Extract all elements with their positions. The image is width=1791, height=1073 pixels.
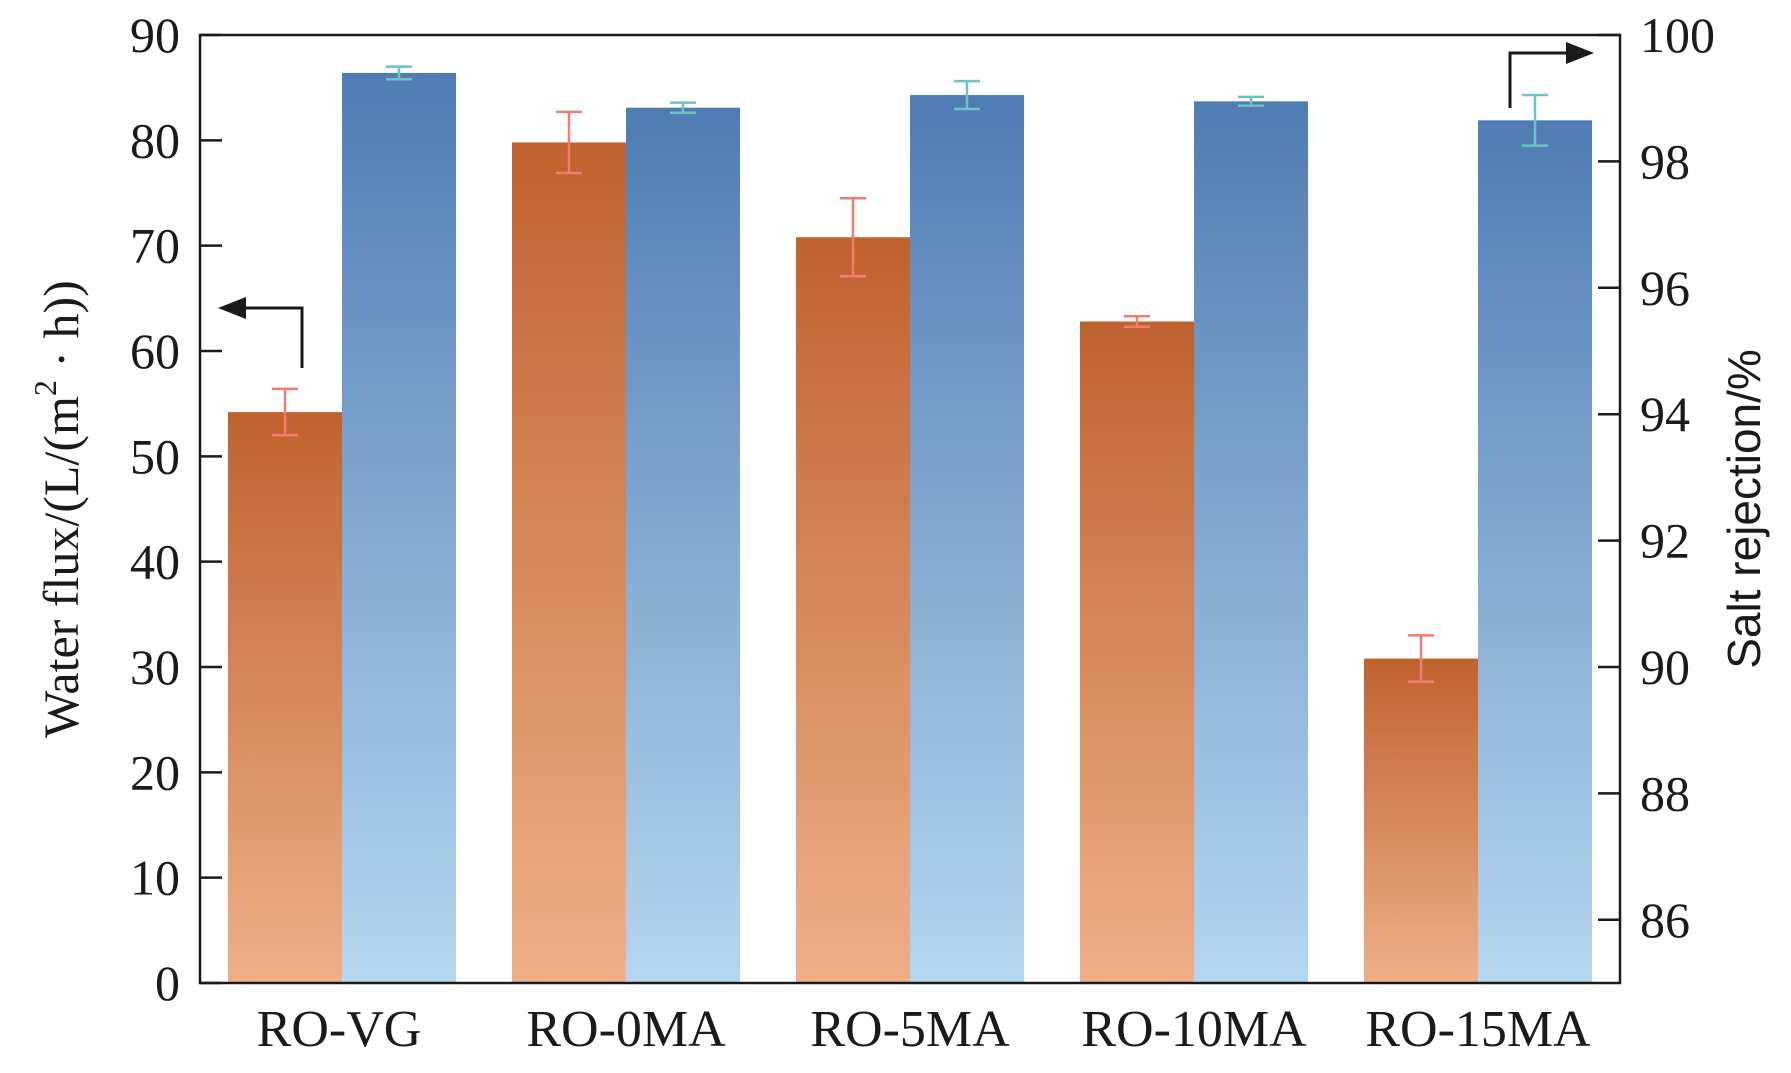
flux-bar-ro-10ma [1080,321,1194,983]
left-tick-label: 40 [130,534,180,590]
flux-error-bar-ro-0ma [556,110,582,175]
left-tick-label: 20 [130,744,180,800]
x-tick-label-ro-5ma: RO-5MA [810,1001,1010,1058]
right-tick-label: 88 [1640,765,1690,821]
right-tick-label: 86 [1640,892,1690,948]
left-tick-label: 30 [130,639,180,695]
x-tick-label-ro-15ma: RO-15MA [1365,1001,1591,1058]
x-tick-label-ro-0ma: RO-0MA [526,1001,726,1058]
right-tick-label: 92 [1640,513,1690,569]
rejection-error-bar-ro-15ma [1522,93,1548,147]
right-axis: 86 88 90 92 94 96 98 100 [1598,7,1715,948]
flux-error-bar-ro-vg [272,387,298,437]
flux-bar-ro-vg [228,412,342,983]
right-tick-label: 96 [1640,260,1690,316]
rejection-bar-ro-15ma [1478,120,1592,983]
right-axis-title: Salt rejection/% [1718,349,1770,669]
left-tick-label: 80 [130,112,180,168]
right-axis-indicator-arrow [1508,42,1594,108]
right-tick-label: 100 [1640,7,1715,63]
rejection-bar-ro-5ma [910,95,1024,984]
bars-layer [228,72,1592,984]
left-tick-label: 90 [130,7,180,63]
rejection-bar-ro-vg [342,72,456,984]
rejection-error-bar-ro-vg [386,65,412,81]
left-axis: 0 10 20 30 40 50 60 70 80 90 [130,7,222,1011]
flux-bar-ro-15ma [1364,658,1478,983]
left-tick-label: 50 [130,428,180,484]
rejection-error-bar-ro-0ma [670,101,696,114]
x-tick-label-ro-10ma: RO-10MA [1081,1001,1307,1058]
plot-frame [198,33,1622,985]
rejection-bar-ro-0ma [626,107,740,984]
right-tick-label: 98 [1640,133,1690,189]
left-axis-indicator-arrow [218,297,304,368]
rejection-bar-ro-10ma [1194,101,1308,984]
error-bars-layer [272,65,1548,683]
right-tick-label: 90 [1640,639,1690,695]
left-axis-title: Water flux/(L/(m2 · h)) [27,280,89,738]
x-tick-label-ro-vg: RO-VG [257,1001,422,1058]
flux-bar-ro-0ma [512,142,626,983]
flux-error-bar-ro-5ma [840,197,866,278]
rejection-error-bar-ro-10ma [1238,95,1264,108]
x-axis: RO-VG RO-0MA RO-5MA RO-10MA RO-15MA [257,1001,1591,1058]
rejection-error-bar-ro-5ma [954,79,980,111]
axis-arrows [218,42,1594,368]
flux-bar-ro-5ma [796,237,910,984]
flux-error-bar-ro-10ma [1124,314,1150,329]
left-tick-label: 10 [130,850,180,906]
right-tick-label: 94 [1640,386,1690,442]
left-tick-label: 60 [130,323,180,379]
flux-error-bar-ro-15ma [1408,634,1434,683]
left-tick-label: 70 [130,218,180,274]
left-tick-label: 0 [155,955,180,1011]
